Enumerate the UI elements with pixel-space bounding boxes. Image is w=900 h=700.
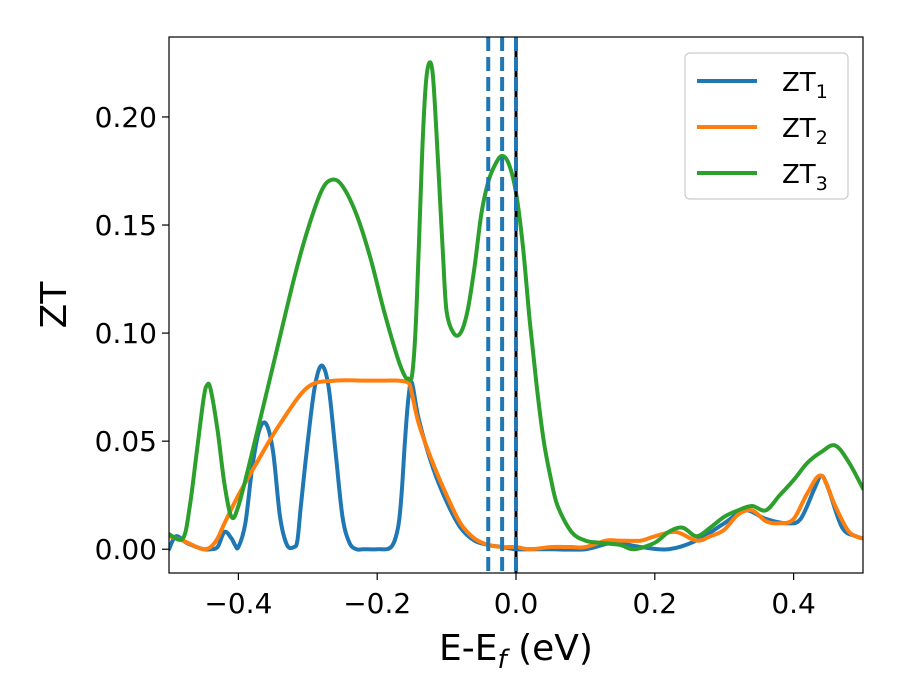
x-tick-label: −0.2	[343, 587, 411, 620]
plot-area	[169, 37, 863, 573]
y-tick-label: 0.20	[95, 101, 157, 134]
legend-label-1: ZT1	[782, 68, 828, 103]
legend-box	[684, 52, 849, 200]
y-axis: 0.00 0.05 0.10 0.15 0.20	[95, 101, 169, 566]
y-tick-label: 0.15	[95, 209, 157, 242]
y-tick-label: 0.00	[95, 533, 157, 566]
x-axis: −0.4 −0.2 0.0 0.2 0.4	[204, 573, 816, 620]
y-tick-label: 0.05	[95, 425, 157, 458]
legend-label-2: ZT2	[782, 114, 828, 149]
x-tick-label: 0.2	[633, 587, 678, 620]
legend: ZT1 ZT2 ZT3	[684, 52, 849, 200]
series-line-3	[169, 60, 863, 552]
x-tick-label: 0.4	[771, 587, 816, 620]
x-tick-label: 0.0	[494, 587, 539, 620]
y-tick-label: 0.10	[95, 317, 157, 350]
y-axis-label: ZT	[34, 281, 75, 329]
x-axis-label: E-Ef (eV)	[439, 628, 593, 675]
x-tick-label: −0.4	[204, 587, 272, 620]
series-line-1	[169, 363, 863, 552]
legend-label-3: ZT3	[782, 160, 828, 195]
